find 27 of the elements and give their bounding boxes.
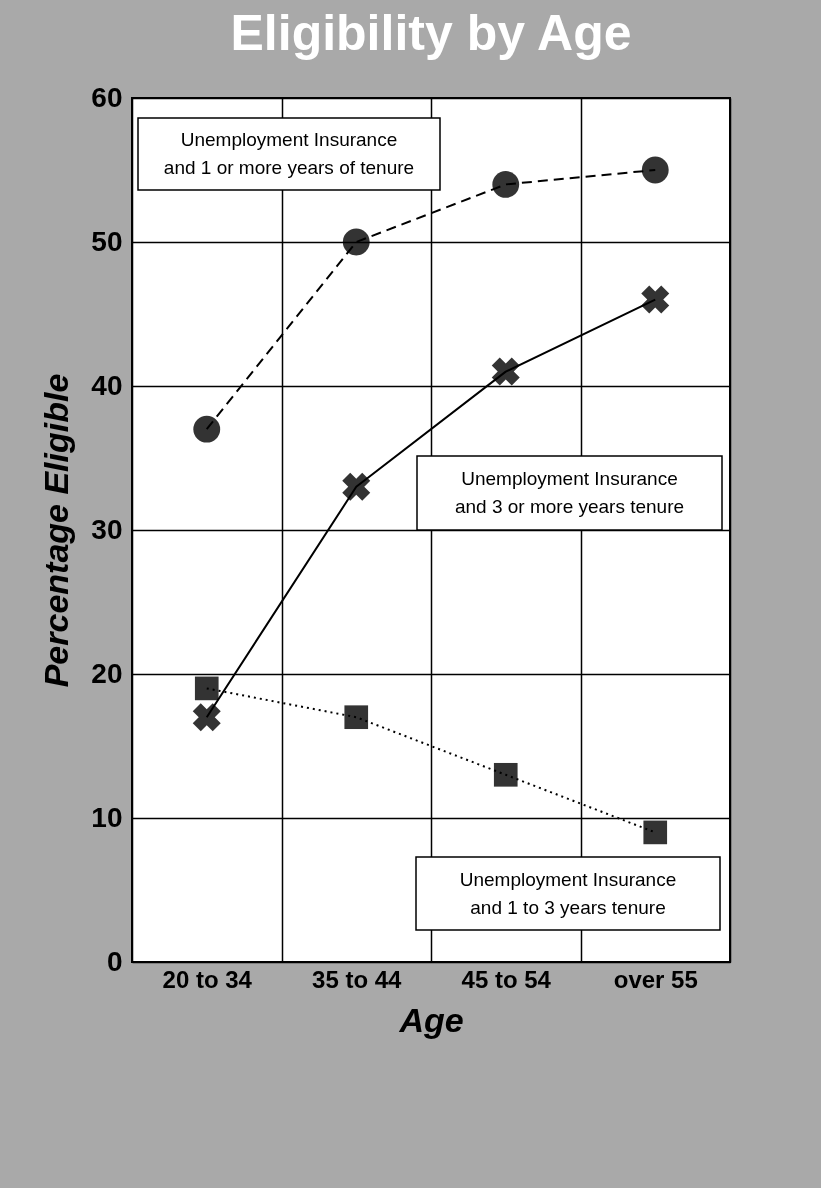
point xyxy=(192,703,221,732)
series-label: Unemployment Insurance and 1 to 3 years tenure xyxy=(459,868,677,918)
text: Unemployment Insurance and 3 or more years tenure xyxy=(454,468,685,517)
y-tick-label: 30 xyxy=(91,513,123,545)
y-tick-label: 50 xyxy=(91,225,123,257)
y-tick-label: 40 xyxy=(91,369,123,401)
x-axis-title: Age xyxy=(398,1000,464,1039)
point xyxy=(641,156,669,184)
point xyxy=(344,705,369,730)
chart-title: Eligibility by Age xyxy=(230,5,632,61)
x-tick-label: 20 to 34 xyxy=(162,965,253,993)
point xyxy=(492,171,520,198)
y-tick-label: 10 xyxy=(91,801,123,833)
point xyxy=(193,415,221,443)
y-tick-label: 60 xyxy=(91,81,123,113)
point xyxy=(641,285,670,314)
point xyxy=(194,676,219,701)
point xyxy=(342,228,370,256)
x-tick-label: 35 to 44 xyxy=(312,965,403,993)
y-axis-title: Percentage Eligible xyxy=(37,373,76,688)
text: Unemployment Insurance and 1 or more years of tenure xyxy=(163,129,415,178)
x-tick-label: 45 to 54 xyxy=(461,965,552,993)
y-tick-label: 20 xyxy=(91,657,123,689)
point xyxy=(643,820,668,845)
point xyxy=(493,762,518,787)
x-tick-label: over 55 xyxy=(613,965,698,993)
y-tick-label: 0 xyxy=(106,945,123,977)
